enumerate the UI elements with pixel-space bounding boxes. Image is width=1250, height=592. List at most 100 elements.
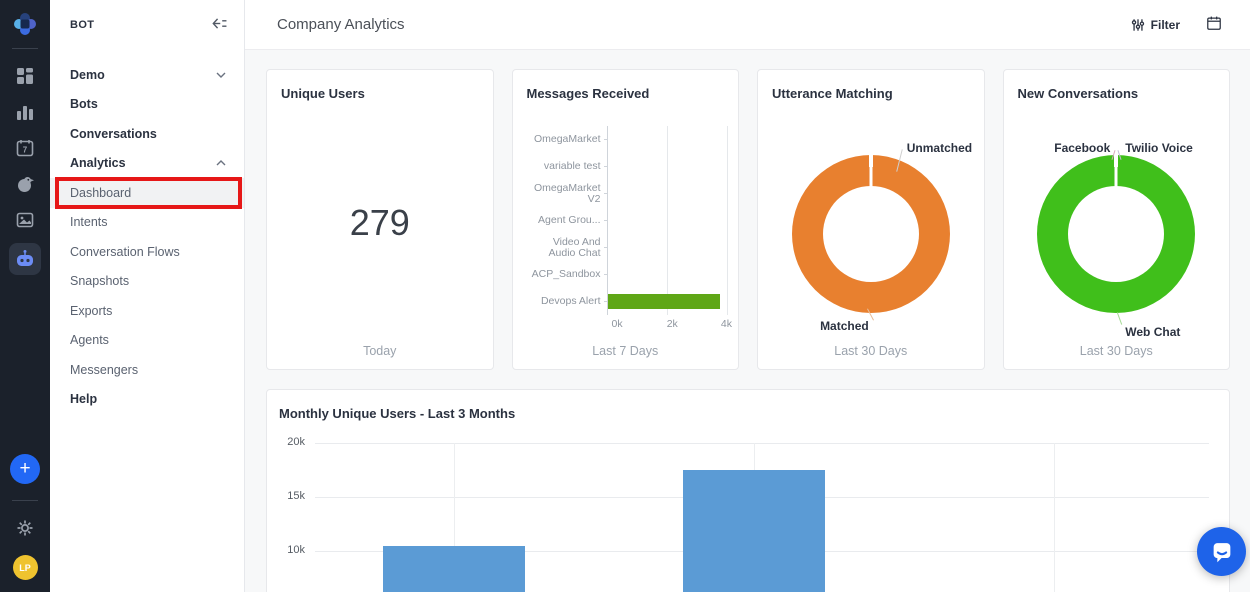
sidebar-item-label: Intents [70, 215, 108, 230]
bar-month-2 [682, 470, 825, 592]
sidebar-menu: Demo Bots Conversations Analytics Dashboard I… [50, 60, 244, 414]
slice-label-web-chat: Web Chat [1125, 325, 1181, 339]
axis-tick [603, 220, 608, 221]
card-utterance-matching: Utterance Matching Unmatched Matched Las… [757, 69, 985, 370]
gridline-vertical [1054, 443, 1056, 592]
slice-label-matched: Matched [820, 319, 869, 333]
category-label-video-and-audio-chat: Video And Audio Chat [548, 235, 601, 259]
sidebar-item-help[interactable]: Help [50, 385, 244, 415]
add-button[interactable]: + [10, 454, 40, 484]
y-tick-label: 10k [287, 544, 305, 556]
plus-icon: + [19, 458, 31, 479]
sidebar-item-label: Conversations [70, 126, 157, 141]
sidebar-item-messengers[interactable]: Messengers [50, 355, 244, 385]
sidebar-item-agents[interactable]: Agents [50, 326, 244, 356]
conversations-donut-chart [1037, 155, 1196, 313]
leader-line [1117, 312, 1123, 325]
sidebar-item-label: Agents [70, 333, 109, 348]
sidebar-item-label: Messengers [70, 362, 139, 377]
sidebar-item-label: Analytics [70, 156, 126, 171]
y-tick-label: 15k [287, 490, 305, 502]
app-logo[interactable] [11, 10, 39, 38]
sidebar-item-label: Exports [70, 303, 113, 318]
x-tick-label: 2k [666, 318, 678, 330]
calendar-icon [1207, 16, 1221, 30]
workspace-title: BOT [70, 19, 95, 31]
divider [12, 500, 38, 501]
unique-users-value: 279 [349, 201, 410, 243]
card-title: Utterance Matching [772, 86, 893, 101]
messages-bar-chart: OmegaMarket variable test OmegaMarket V2 Age… [523, 126, 728, 315]
sidebar-item-intents[interactable]: Intents [50, 208, 244, 238]
sidebar-item-conversation-flows[interactable]: Conversation Flows [50, 237, 244, 267]
sidebar-item-dashboard[interactable]: Dashboard [50, 178, 244, 208]
sidebar-item-analytics[interactable]: Analytics [50, 149, 244, 179]
topbar-actions: Filter [1131, 15, 1222, 34]
slice-label-unmatched: Unmatched [906, 141, 973, 155]
card-unique-users: Unique Users 279 Today [266, 69, 494, 370]
collapse-sidebar-icon[interactable] [211, 17, 228, 33]
settings-gear-icon[interactable] [14, 518, 36, 540]
x-axis: 0k 2k 4k [612, 318, 733, 330]
topbar: Company Analytics Filter [245, 0, 1250, 50]
icon-rail: 7 + [0, 0, 50, 592]
sidebar-item-label: Demo [70, 67, 105, 82]
date-range-button[interactable] [1206, 15, 1222, 34]
messenger-bubble-icon [1213, 542, 1230, 562]
sidebar-item-bots[interactable]: Bots [50, 90, 244, 120]
card-monthly-unique-users: Monthly Unique Users - Last 3 Months 20k… [266, 389, 1230, 592]
sidebar-item-demo[interactable]: Demo [50, 60, 244, 90]
avatar[interactable]: LP [12, 555, 38, 580]
category-axis: OmegaMarket variable test OmegaMarket V2 Age… [523, 126, 607, 315]
dashboard-content: Unique Users 279 Today Messages Received… [245, 50, 1250, 592]
plot-area [603, 126, 728, 315]
chat-launcher[interactable] [1197, 527, 1246, 576]
filter-button[interactable]: Filter [1131, 18, 1180, 32]
card-title: Messages Received [526, 86, 650, 101]
chevron-up-icon [216, 160, 226, 166]
y-tick-label: 20k [287, 436, 305, 448]
sidebar-item-label: Help [70, 392, 98, 407]
sidebar-item-label: Dashboard [70, 185, 132, 200]
utterance-donut-chart [791, 155, 950, 313]
dashboard-grid-icon[interactable] [14, 66, 36, 88]
category-label-variable-test: variable test [543, 160, 601, 172]
sidebar-item-label: Bots [70, 97, 98, 112]
card-footer: Today [363, 344, 397, 358]
slice-label-twilio-voice: Twilio Voice [1125, 141, 1193, 155]
sidebar-item-label: Snapshots [70, 274, 130, 289]
sidebar: BOT Demo Bots Conversations Analytics Dashbo… [50, 0, 245, 592]
card-title: Monthly Unique Users - Last 3 Months [279, 406, 516, 421]
chevron-down-icon [216, 72, 226, 78]
card-footer: Last 30 Days [834, 344, 908, 358]
sidebar-item-exports[interactable]: Exports [50, 296, 244, 326]
axis-tick [603, 139, 608, 140]
bird-icon[interactable] [14, 174, 36, 196]
card-footer: Last 7 Days [592, 344, 659, 358]
media-icon[interactable] [14, 210, 36, 232]
axis-tick [603, 166, 608, 167]
sidebar-item-snapshots[interactable]: Snapshots [50, 267, 244, 297]
bar-month-1 [382, 546, 525, 592]
x-tick-label: 0k [611, 318, 623, 330]
slice-label-facebook: Facebook [1054, 141, 1111, 155]
avatar-initials: LP [19, 562, 31, 573]
main-area: Company Analytics Filter [245, 0, 1250, 592]
divider [12, 48, 38, 49]
card-messages-received: Messages Received OmegaMarket variable te… [511, 69, 739, 370]
sidebar-item-conversations[interactable]: Conversations [50, 119, 244, 149]
bar-devops-alert [607, 294, 721, 309]
bot-icon[interactable] [9, 243, 41, 275]
axis-tick [603, 247, 608, 248]
category-label-agent-grou: Agent Grou... [538, 214, 601, 226]
calendar-icon[interactable]: 7 [14, 138, 36, 160]
x-tick-label: 4k [720, 318, 732, 330]
card-new-conversations: New Conversations Facebook Twilio Voice … [1002, 69, 1230, 370]
analytics-bars-icon[interactable] [14, 102, 36, 124]
kpi-cards-row: Unique Users 279 Today Messages Received… [266, 69, 1230, 370]
page-title: Company Analytics [277, 16, 405, 33]
monthly-bar-chart [315, 437, 1209, 592]
category-label-acp-sandbox: ACP_Sandbox [531, 268, 601, 280]
category-label-omegamarket-v2: OmegaMarket V2 [533, 181, 601, 205]
